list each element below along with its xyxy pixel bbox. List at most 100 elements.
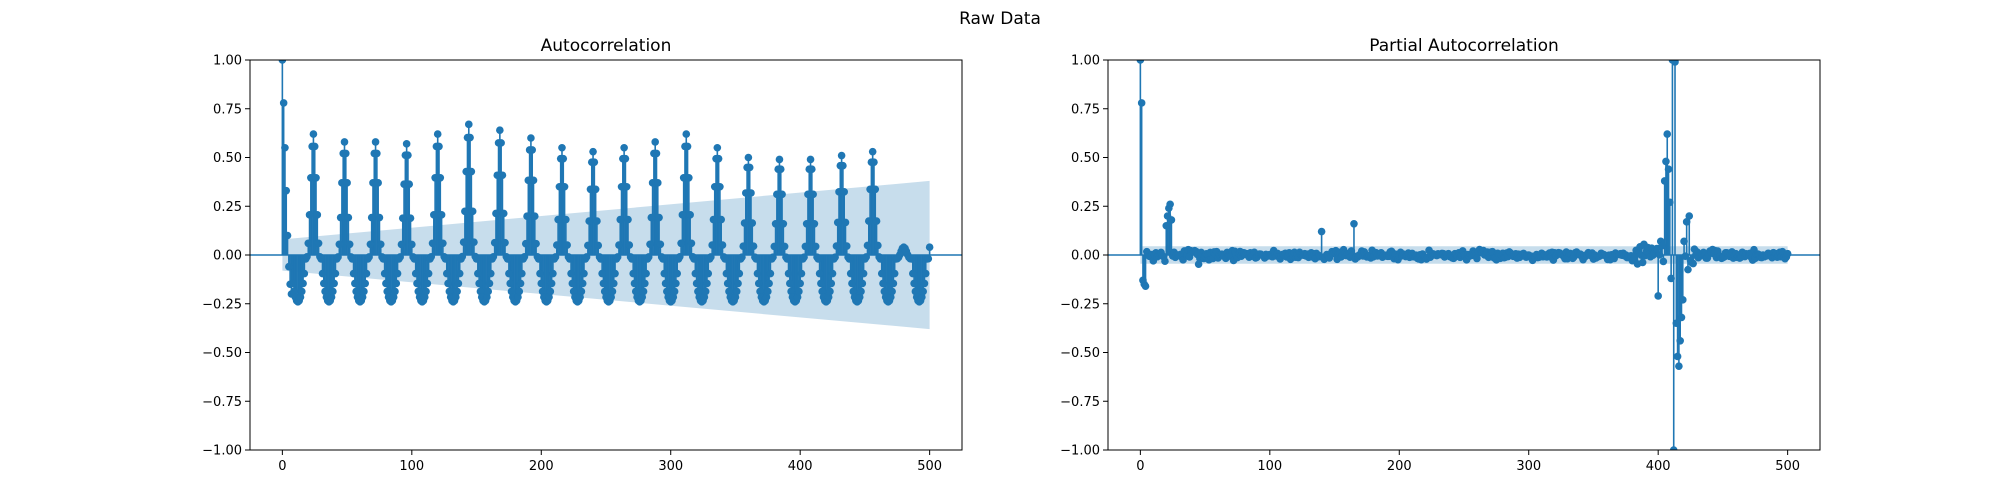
stem-marker — [365, 253, 373, 261]
stem-marker — [647, 213, 656, 222]
stem-marker — [285, 262, 293, 271]
stem-marker — [553, 241, 561, 249]
stem-marker — [753, 269, 762, 278]
stem-marker — [404, 151, 412, 159]
stem-marker — [765, 279, 773, 288]
stem-marker — [310, 142, 319, 151]
stem-marker — [620, 143, 628, 152]
stem-marker — [290, 287, 298, 296]
stem-marker — [389, 293, 398, 301]
y-tick-label: 0.75 — [1071, 102, 1100, 117]
stem-marker — [576, 293, 584, 301]
stem-marker — [1638, 258, 1647, 267]
stem-marker — [1684, 265, 1692, 274]
stem-marker — [615, 241, 623, 249]
stem-marker — [317, 255, 326, 263]
stem-marker — [795, 287, 803, 296]
stem-marker — [475, 279, 483, 288]
stem-marker — [776, 165, 785, 173]
stem-marker — [518, 269, 526, 278]
stem-marker — [630, 279, 639, 288]
stem-marker — [468, 207, 477, 216]
x-tick-label: 200 — [1387, 459, 1412, 474]
x-tick-label: 0 — [278, 459, 286, 474]
stem-marker — [887, 293, 895, 301]
stem-marker — [802, 220, 811, 228]
stem-marker — [1685, 212, 1694, 220]
stem-marker — [714, 154, 723, 163]
stem-marker — [496, 126, 504, 134]
stem-marker — [678, 211, 687, 219]
stem-marker — [646, 240, 654, 249]
stem-marker — [413, 279, 421, 288]
stem-marker — [1676, 337, 1684, 345]
stem-marker — [563, 241, 571, 249]
x-tick-label: 400 — [788, 459, 813, 474]
stem-marker — [600, 287, 609, 296]
stem-marker — [815, 269, 824, 278]
stem-marker — [1166, 200, 1174, 209]
plot-area — [250, 60, 962, 330]
stem-marker — [740, 219, 749, 227]
stem-marker — [731, 293, 740, 301]
stem-marker — [863, 241, 872, 250]
stem-marker — [879, 279, 887, 288]
stem-marker — [833, 218, 842, 227]
stem-marker — [744, 153, 753, 162]
stem-marker — [707, 253, 715, 261]
stem-marker — [925, 243, 934, 251]
stem-marker — [783, 255, 792, 263]
stem-marker — [309, 130, 318, 138]
stem-marker — [1678, 296, 1687, 304]
figure-suptitle: Raw Data — [959, 9, 1041, 29]
stem-marker — [498, 171, 507, 180]
stem-marker — [857, 287, 865, 296]
stem-marker — [877, 269, 886, 278]
stem-marker — [858, 279, 867, 288]
stem-marker — [321, 287, 329, 296]
stem-marker — [521, 239, 530, 248]
x-tick-label: 100 — [399, 459, 424, 474]
y-tick-label: 0.00 — [213, 249, 242, 264]
stem-marker — [625, 241, 634, 249]
stem-marker — [683, 142, 692, 151]
stem-marker — [770, 242, 779, 251]
stem-marker — [864, 217, 873, 225]
stem-marker — [748, 219, 757, 227]
stem-marker — [717, 215, 726, 224]
stem-marker — [779, 220, 788, 228]
stem-marker — [793, 293, 802, 301]
stem-marker — [716, 182, 724, 191]
stem-marker — [523, 212, 531, 220]
stem-marker — [911, 287, 920, 296]
stem-marker — [616, 215, 625, 224]
y-tick-label: −0.75 — [202, 395, 242, 410]
stem-marker — [459, 238, 468, 246]
stem-marker — [567, 269, 575, 278]
stem-marker — [318, 269, 327, 278]
stem-marker — [639, 287, 648, 296]
stem-marker — [433, 130, 442, 138]
stem-marker — [382, 279, 390, 288]
stem-marker — [1161, 257, 1169, 266]
stem-marker — [424, 269, 433, 278]
x-tick-label: 200 — [529, 459, 554, 474]
stem-marker — [672, 279, 680, 288]
stem-marker — [329, 287, 337, 296]
stem-marker — [299, 279, 307, 288]
stem-marker — [470, 238, 478, 246]
stem-marker — [831, 253, 839, 261]
stem-marker — [778, 190, 786, 199]
stem-marker — [764, 287, 772, 296]
stem-marker — [641, 279, 649, 288]
y-tick-label: −1.00 — [202, 444, 242, 459]
markers — [1136, 60, 1792, 450]
stem-marker — [1137, 99, 1146, 107]
stem-marker — [1675, 362, 1683, 370]
stem-marker — [455, 269, 464, 278]
stem-marker — [546, 287, 555, 296]
stem-marker — [608, 287, 617, 296]
stem-marker — [722, 269, 731, 278]
stem-marker — [837, 151, 846, 160]
x-tick-label: 400 — [1646, 459, 1671, 474]
